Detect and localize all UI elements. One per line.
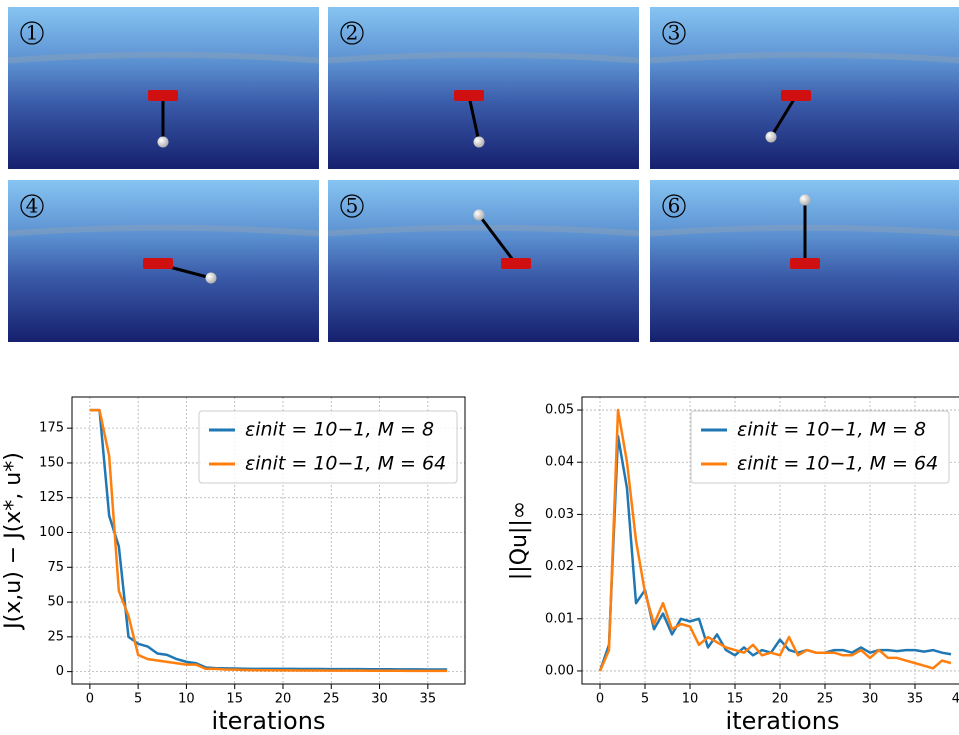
panel: 6: [649, 180, 959, 342]
y-tick-label: 0.03: [545, 507, 574, 522]
cart: [781, 90, 811, 101]
pendulum-rod: [769, 95, 798, 138]
pendulum-ball: [765, 131, 777, 143]
y-tick-label: 175: [39, 421, 64, 436]
x-tick-label: 15: [226, 692, 243, 707]
y-axis-label: ||Qu||∞: [507, 501, 532, 580]
cart: [454, 90, 484, 101]
pendulum-ball: [473, 136, 485, 148]
panel: 3: [649, 7, 959, 169]
series-line: [89, 408, 448, 673]
panel: 4: [7, 180, 320, 342]
panel: 1: [7, 7, 320, 169]
panel-label-circle: [340, 21, 364, 45]
x-tick-label: 30: [862, 692, 879, 707]
panel-label: 4: [26, 194, 39, 218]
panel-label-circle: [340, 194, 364, 218]
panel-label: 3: [668, 21, 681, 45]
x-tick-label: 30: [371, 692, 388, 707]
horizon: [7, 224, 320, 237]
y-tick-label: 0.04: [545, 455, 574, 470]
legend-label: εinit = 10−1, M = 64: [245, 453, 446, 475]
x-tick-label: 25: [817, 692, 834, 707]
pendulum-ball: [799, 194, 811, 206]
y-tick-label: 0.00: [545, 663, 574, 678]
series-line: [598, 434, 952, 672]
y-tick-label: 100: [39, 525, 64, 540]
x-tick-label: 0: [596, 692, 604, 707]
x-tick-label: 10: [682, 692, 699, 707]
y-tick-label: 0: [56, 664, 64, 679]
cart: [790, 258, 820, 269]
x-tick-label: 40: [952, 692, 959, 707]
cart: [143, 258, 173, 269]
panel: 2: [327, 7, 640, 169]
panel-label: 2: [346, 21, 359, 45]
cart: [148, 90, 178, 101]
y-tick-label: 150: [39, 455, 64, 470]
y-tick-label: 75: [47, 560, 64, 575]
horizon: [327, 51, 640, 64]
panel-label-circle: [662, 21, 686, 45]
pendulum-ball: [157, 136, 169, 148]
legend-box: [198, 410, 458, 484]
panel-label: 1: [26, 21, 39, 45]
x-tick-label: 20: [772, 692, 789, 707]
horizon: [649, 51, 959, 64]
x-tick-label: 0: [86, 692, 94, 707]
pendulum-ball: [205, 272, 217, 284]
pendulum-rod: [467, 95, 481, 143]
x-tick-label: 5: [134, 692, 142, 707]
panel: 5: [327, 180, 640, 342]
cart: [501, 258, 531, 269]
horizon: [7, 51, 320, 64]
panel-label: 5: [346, 194, 359, 218]
x-tick-label: 20: [275, 692, 292, 707]
panel-label-circle: [20, 21, 44, 45]
x-axis-label: iterations: [212, 707, 326, 735]
x-tick-label: 35: [420, 692, 437, 707]
panel-label: 6: [668, 194, 681, 218]
y-tick-label: 50: [47, 595, 64, 610]
panel-label-circle: [20, 194, 44, 218]
x-tick-label: 25: [323, 692, 340, 707]
y-tick-label: 0.05: [545, 403, 574, 418]
x-tick-label: 5: [641, 692, 649, 707]
plot-frame: [581, 396, 959, 685]
panel-label-circle: [662, 194, 686, 218]
panel-background: [650, 7, 959, 169]
series-line: [89, 408, 448, 671]
x-axis-label: iterations: [726, 707, 840, 735]
y-tick-label: 125: [39, 490, 64, 505]
panel-background: [328, 180, 639, 342]
x-tick-label: 15: [727, 692, 744, 707]
x-tick-label: 10: [178, 692, 195, 707]
pendulum-ball: [473, 209, 485, 221]
y-tick-label: 0.02: [545, 559, 574, 574]
y-tick-label: 0.01: [545, 611, 574, 626]
legend-label: εinit = 10−1, M = 8: [737, 419, 926, 441]
plot-frame: [71, 396, 466, 685]
legend-label: εinit = 10−1, M = 8: [245, 419, 434, 441]
x-tick-label: 35: [907, 692, 924, 707]
legend-label: εinit = 10−1, M = 64: [737, 453, 938, 475]
y-tick-label: 25: [47, 629, 64, 644]
horizon: [327, 224, 640, 237]
legend-box: [690, 410, 950, 484]
series-line: [598, 408, 952, 672]
pendulum-rod: [477, 214, 518, 265]
y-axis-label: J(x,u) − J(x*, u*): [1, 452, 26, 631]
